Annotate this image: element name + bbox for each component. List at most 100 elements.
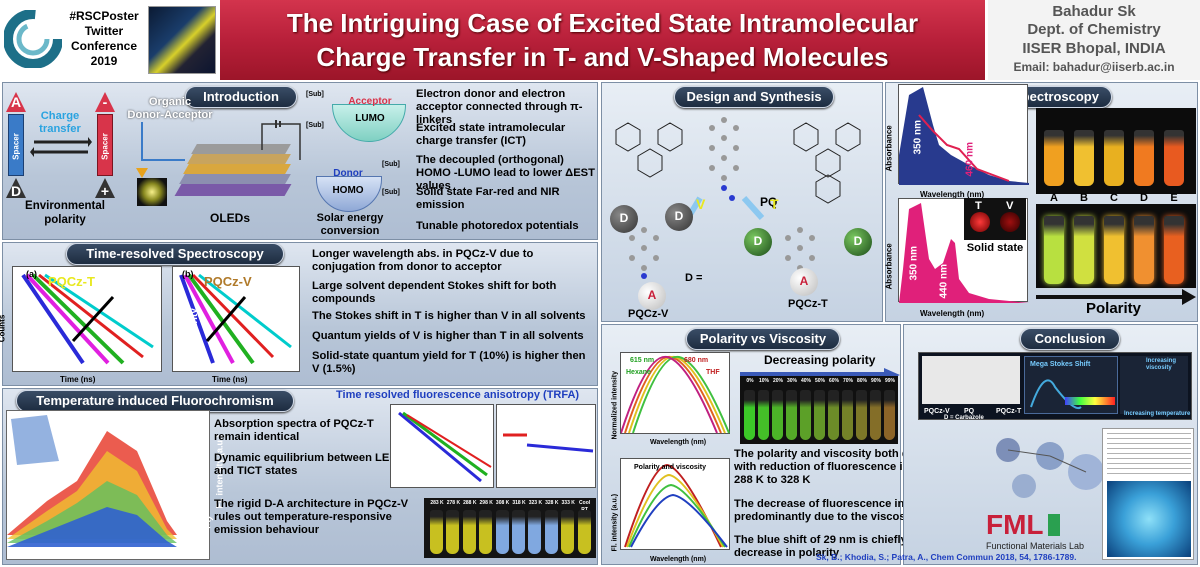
d-circle-4 [844, 228, 872, 256]
author-email[interactable]: Email: bahadur@iiserb.ac.in [1013, 60, 1175, 74]
absorbance-v-icon [899, 87, 1029, 185]
temp-vial [561, 510, 575, 554]
vial-top-E [1164, 130, 1184, 186]
trs-plot-a-polarity: Polarity [30, 308, 42, 345]
pv-tube-label: 60% [828, 378, 839, 384]
abs-bottom-peak-1: 350 nm [908, 246, 920, 281]
temp-xlabel: Wavelength (nm) [30, 547, 111, 558]
temp-vial-label: 278 K [446, 500, 461, 506]
pv-hexane-label: Hexane [626, 369, 651, 376]
mega-stokes-box [1024, 356, 1118, 414]
inc-visc-label: Increasing viscosity [1146, 358, 1177, 371]
conc-pq: PQ [964, 408, 975, 415]
vial-label-E: E [1170, 192, 1178, 204]
trs-bullet-5: Solid-state quantum yield for T (10%) is… [312, 350, 586, 375]
fml-logo-subtitle: Functional Materials Lab [986, 541, 1085, 551]
oleds-label: OLEDs [209, 211, 250, 225]
fml-logo: FML Functional Materials Lab [986, 510, 1098, 554]
temp-vials-row: 283 K 278 K 288 K 298 K 308 K 318 K 323 K 328 K… [428, 500, 594, 556]
abs-bottom-peak-2: 440 nm [938, 264, 950, 299]
absorbance-t-icon [899, 203, 1029, 303]
environmental-polarity-2: polarity [44, 214, 86, 226]
polarity-arrow-icon [1036, 289, 1196, 305]
spectro-vials [1036, 108, 1196, 288]
spectro-vial-labels: A B C D E [1036, 192, 1196, 206]
intro-bullet-2: Excited state intramolecular charge tran… [416, 122, 566, 147]
charge-transfer-label-2: transfer [39, 123, 81, 135]
pv-norm-ylabel: Normalized intensity [611, 371, 619, 440]
trs-title: Time-resolved Spectroscopy [66, 243, 284, 265]
decay-curves-a-icon [21, 273, 154, 365]
rsc-logo-icon [3, 9, 63, 69]
polarity-label: Polarity [1086, 300, 1142, 317]
fml-logo-text: FML [986, 509, 1044, 540]
pv-pol-visc-label: Polarity and viscosity [634, 464, 706, 471]
charge-transfer-label-1: Charge [40, 110, 80, 122]
trfa-anisotropy-icon [503, 433, 594, 453]
mega-stokes-spectrum-icon [1030, 379, 1115, 409]
pv-nm2: 680 nm [684, 357, 709, 364]
trs-bullet-4: Quantum yields of V is higher than T in … [312, 330, 584, 342]
pv-tube [772, 390, 783, 440]
trs-bullet-1: Longer wavelength abs. in PQCz-V due to … [312, 248, 534, 273]
organic-label-2: Donor-Acceptor [127, 109, 213, 121]
pv-tube [786, 390, 797, 440]
temp-vial-label: 288 K [463, 500, 477, 506]
trs-plot-b-label: (b) [182, 269, 194, 279]
temp-bullet-3: The rigid D-A architecture in PQCz-V rul… [214, 498, 409, 536]
environmental-polarity-1: Environmental [25, 200, 105, 212]
twitter-card[interactable] [1102, 428, 1194, 560]
inc-temp-label: Increasing temperature [1124, 411, 1191, 417]
conference-logo [3, 9, 63, 69]
conference-line1: Twitter [84, 24, 124, 38]
t-arrow-label: T [770, 196, 779, 212]
sub-top: [Sub] [306, 91, 324, 98]
trs-plot-a [12, 266, 162, 372]
vial-bottom-C [1104, 216, 1124, 284]
fml-logo-mark [1048, 514, 1060, 536]
solid-v-spot [1000, 212, 1020, 232]
twitter-card-text [1107, 433, 1191, 477]
a-circle-v-label: A [647, 288, 657, 302]
sub-mid: [Sub] [306, 122, 324, 129]
pv-tube-label: 0% [746, 378, 754, 384]
vial-bottom-D [1134, 216, 1154, 284]
trs-plot-b-name: PQCz-V [204, 274, 252, 289]
temp-vial [446, 510, 460, 554]
vial-label-A: A [1050, 192, 1058, 204]
pv-tube [842, 390, 853, 440]
oled-image [137, 178, 167, 206]
charge-transfer-arrows-icon [30, 137, 92, 157]
temp-vial-label: 328 K [545, 500, 559, 506]
abs-top-ylabel: Absorbance [884, 125, 894, 172]
abs-bottom-ylabel: Absorbance [884, 243, 894, 290]
sub-right-2: [Sub] [382, 189, 400, 196]
trfa-plot-right [496, 404, 596, 488]
temp-bullet-2: Dynamic equilibrium between LE and TICT … [214, 452, 390, 477]
abs-plot-top [898, 84, 1029, 185]
trs-plot-b-polarity: Polarity [188, 308, 200, 345]
twitter-card-image [1107, 481, 1191, 557]
pv-tube [828, 390, 839, 440]
pv-tube [758, 390, 769, 440]
lumo-label: LUMO [355, 113, 385, 124]
vial-top-B [1074, 130, 1094, 186]
pv-bottom-xlabel: Wavelength (nm) [650, 556, 707, 563]
pv-top-xlabel: Wavelength (nm) [650, 439, 707, 446]
header: #RSCPoster Twitter Conference 2019 The I… [0, 0, 1200, 80]
author-block: Bahadur Sk Dept. of Chemistry IISER Bhop… [988, 0, 1200, 80]
pqcz-t-label: PQCz-T [788, 298, 828, 310]
temp-vial-label: 318 K [512, 500, 526, 506]
title-banner: The Intriguing Case of Excited State Int… [220, 0, 985, 80]
temp-title: Temperature induced Fluorochromism [16, 390, 294, 412]
d-circle-2-label: D [674, 209, 684, 223]
pv-temperature-spectra-icon [624, 463, 728, 548]
trs-plot-a-name: PQCz-T [48, 274, 95, 289]
pv-tube-label: 30% [786, 378, 797, 384]
temp-vial-label: 308 K [495, 500, 510, 506]
introduction-title: Introduction [185, 86, 297, 108]
citation[interactable]: Sk, B.; Khodia, S.; Patra, A., Chem Comm… [816, 552, 1077, 562]
a-circle-t-label: A [799, 274, 809, 288]
oled-layer-emissive [183, 164, 291, 174]
trs-xlabel-a: Time (ns) [60, 375, 96, 384]
